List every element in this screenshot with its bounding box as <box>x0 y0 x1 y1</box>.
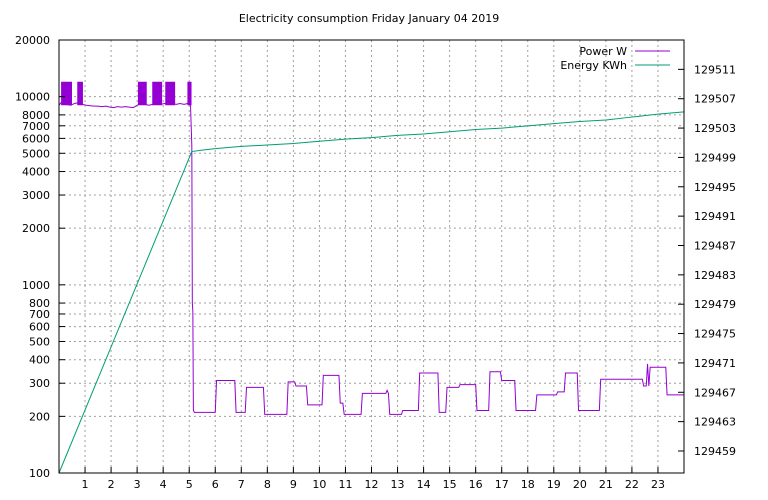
x-tick-label: 23 <box>651 478 665 491</box>
x-tick-label: 17 <box>495 478 509 491</box>
legend-label-energy: Energy KWh <box>560 59 627 72</box>
y-tick-label: 1000 <box>22 279 50 292</box>
legend: Power W Energy KWh <box>560 45 670 72</box>
power-spike-band <box>165 81 176 106</box>
grid-layer <box>59 40 684 473</box>
series-line-energy <box>58 111 685 474</box>
ticks-layer <box>59 39 684 474</box>
x-tick-label: 4 <box>160 478 167 491</box>
series-layer <box>58 81 685 474</box>
chart-title: Electricity consumption Friday January 0… <box>239 12 499 25</box>
y-tick-label: 4000 <box>22 166 50 179</box>
x-tick-label: 20 <box>573 478 587 491</box>
y-tick-label: 6000 <box>22 132 50 145</box>
x-tick-label: 18 <box>521 478 535 491</box>
y2-tick-label: 129459 <box>694 445 736 458</box>
y2-tick-label: 129479 <box>694 298 736 311</box>
y-tick-label: 5000 <box>22 147 50 160</box>
y2-tick-label: 129467 <box>694 386 736 399</box>
x-tick-label: 6 <box>212 478 219 491</box>
y-tick-label: 400 <box>29 354 50 367</box>
x-tick-label: 21 <box>599 478 613 491</box>
y2-tick-label: 129475 <box>694 328 736 341</box>
x-tick-label: 1 <box>82 478 89 491</box>
y-tick-label: 3000 <box>22 189 50 202</box>
y-tick-label: 8000 <box>22 109 50 122</box>
y2-tick-label: 129491 <box>694 210 736 223</box>
y2-tick-label: 129503 <box>694 122 736 135</box>
x-tick-label: 12 <box>365 478 379 491</box>
power-spike-band <box>187 81 192 106</box>
x-tick-label: 16 <box>469 478 483 491</box>
y-tick-label: 7000 <box>22 120 50 133</box>
y2-tick-label: 129495 <box>694 181 736 194</box>
x-tick-label: 2 <box>108 478 115 491</box>
y2-tick-label: 129483 <box>694 269 736 282</box>
y-tick-label: 600 <box>29 321 50 334</box>
x-tick-label: 7 <box>238 478 245 491</box>
y-tick-label: 800 <box>29 297 50 310</box>
x-tick-label: 14 <box>417 478 431 491</box>
y2-tick-label: 129499 <box>694 151 736 164</box>
y-tick-label: 200 <box>29 410 50 423</box>
power-spike-band <box>152 81 163 106</box>
y-tick-label: 100 <box>29 467 50 480</box>
y-tick-label: 2000 <box>22 222 50 235</box>
x-tick-label: 22 <box>625 478 639 491</box>
x-tick-label: 3 <box>134 478 141 491</box>
x-tick-label: 8 <box>264 478 271 491</box>
x-tick-label: 19 <box>547 478 561 491</box>
y2-tick-label: 129511 <box>694 63 736 76</box>
x-tick-label: 9 <box>290 478 297 491</box>
legend-label-power: Power W <box>579 45 627 58</box>
y2-tick-label: 129507 <box>694 93 736 106</box>
y2-tick-label: 129471 <box>694 357 736 370</box>
power-spike-band <box>77 81 83 106</box>
power-spike-band <box>61 81 72 106</box>
y-tick-label: 300 <box>29 377 50 390</box>
x-tick-label: 5 <box>186 478 193 491</box>
labels-layer: 1 2 3 4 5 6 7 8 9 10 11 12 13 14 15 16 17 18 19 20 21 22 23100… <box>15 34 736 491</box>
x-tick-label: 13 <box>391 478 405 491</box>
y-tick-label: 10000 <box>15 91 50 104</box>
y2-tick-label: 129463 <box>694 416 736 429</box>
x-tick-label: 10 <box>312 478 326 491</box>
y-tick-label: 20000 <box>15 34 50 47</box>
y-tick-label: 500 <box>29 335 50 348</box>
x-tick-label: 15 <box>443 478 457 491</box>
y-tick-label: 700 <box>29 308 50 321</box>
series-line-power <box>58 101 684 415</box>
power-spike-band <box>137 81 147 106</box>
y2-tick-label: 129487 <box>694 239 736 252</box>
x-tick-label: 11 <box>338 478 352 491</box>
